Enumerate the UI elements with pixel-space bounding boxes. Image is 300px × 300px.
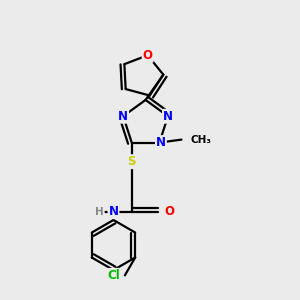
Text: N: N — [118, 110, 128, 123]
Text: O: O — [165, 205, 175, 218]
Text: N: N — [109, 205, 118, 218]
Text: N: N — [156, 136, 166, 149]
Text: N: N — [163, 110, 173, 123]
Text: S: S — [128, 155, 136, 168]
Text: H: H — [95, 207, 104, 217]
Text: Cl: Cl — [108, 269, 120, 282]
Text: O: O — [142, 49, 153, 62]
Text: CH₃: CH₃ — [190, 135, 211, 145]
